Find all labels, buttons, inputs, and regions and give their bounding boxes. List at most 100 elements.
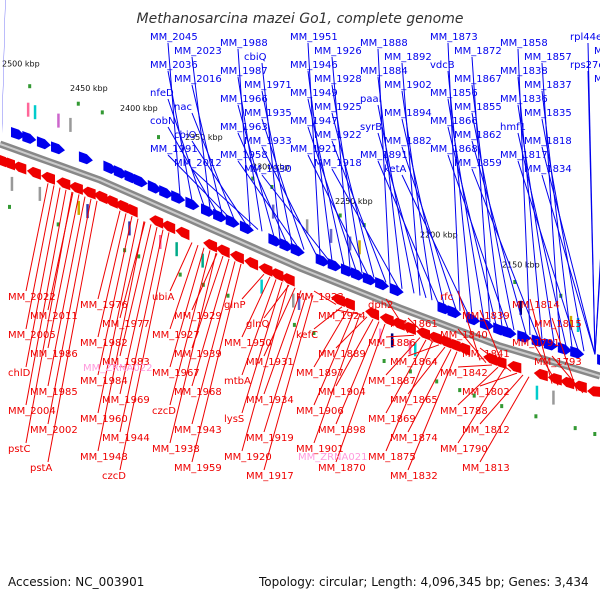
cog-bar [77, 200, 80, 215]
gene-connector-line [479, 374, 524, 425]
forward-gene-arrow [290, 242, 305, 257]
gene-label: MM_1976 [80, 300, 128, 311]
forward-gene-arrow [597, 354, 600, 365]
gc-marker [226, 293, 230, 298]
cog-bar [57, 113, 60, 128]
forward-gene-arrow [213, 208, 228, 223]
reverse-gene-arrow [41, 171, 55, 185]
gene-connector-line [551, 317, 578, 392]
gene-label: MM_1901 [296, 444, 344, 455]
gene-connector-line [385, 337, 421, 376]
gene-label: MM_1855 [454, 102, 502, 113]
gene-label: MM_2011 [30, 311, 78, 322]
gene-connector-line [261, 146, 317, 255]
gene-label: MM_1920 [224, 452, 272, 463]
gene-label: MM_1919 [246, 433, 294, 444]
gene-label: cbiQ [244, 52, 267, 63]
gene-connector-line [119, 224, 152, 357]
gene-label: rps27e [570, 60, 600, 71]
reverse-gene-arrow [203, 239, 218, 253]
gene-connector-line [457, 328, 487, 364]
gene-connector-line [47, 196, 86, 387]
gc-marker [312, 331, 316, 335]
gene-connector-line [335, 323, 386, 463]
reverse-gene-arrow [26, 166, 41, 180]
gene-label: glnP [224, 300, 246, 311]
forward-gene-arrow [327, 258, 342, 272]
gc-marker [292, 322, 296, 327]
forward-gene-arrow [147, 180, 162, 194]
gc-marker [137, 254, 141, 259]
cog-bar [297, 296, 301, 310]
gene-label: MM_1906 [296, 406, 344, 417]
forward-gene-arrow [279, 237, 294, 252]
gc-marker [100, 110, 104, 115]
forward-gene-arrow [375, 277, 390, 291]
gene-connector-line [25, 185, 55, 330]
gene-label: MM_2016 [174, 74, 222, 85]
gene-label: pstC [8, 444, 30, 455]
gene-label: MM_2036 [150, 60, 198, 71]
gene-connector-line [47, 198, 92, 425]
forward-gene-arrow [22, 131, 37, 144]
gene-label: MM_2022 [8, 292, 56, 303]
gc-marker [593, 432, 597, 436]
forward-gene-arrow [517, 330, 532, 343]
gene-label: MM_2004 [8, 406, 56, 417]
forward-gene-arrow [239, 220, 254, 235]
gene-connector-line [191, 261, 236, 425]
gene-connector-line [471, 84, 503, 327]
gene-connector-line [191, 168, 259, 230]
forward-gene-arrow [78, 151, 93, 165]
cog-bar [408, 340, 412, 355]
gene-connector-line [97, 213, 127, 338]
gene-label: MM_1917 [246, 471, 294, 482]
reverse-gene-arrow [533, 368, 548, 382]
gene-connector-line [479, 372, 518, 387]
gene-label: MM_1859 [454, 158, 502, 169]
gene-label: MM_1793 [534, 357, 582, 368]
cog-bar [33, 105, 37, 120]
forward-gene-arrow [502, 325, 517, 339]
gene-label: MM_1857 [524, 52, 572, 63]
gene-label: MM_1842 [440, 368, 488, 379]
gene-label: cobN [150, 116, 175, 127]
gene-connector-line [119, 232, 170, 471]
forward-gene-arrow [570, 346, 585, 359]
gene-connector-line [385, 339, 427, 414]
gene-label: MM_2002 [30, 425, 78, 436]
gene-label: glnQ [246, 319, 269, 330]
forward-gene-arrow [315, 253, 330, 267]
cog-bar [358, 240, 361, 255]
forward-gene-arrow [185, 196, 200, 211]
gene-connector-line [517, 132, 567, 346]
gene-label: MM_1815 [534, 319, 582, 330]
gene-connector-line [97, 215, 133, 376]
gc-marker [408, 369, 412, 374]
gene-label: MM_1951 [290, 32, 338, 43]
forward-gene-arrow [268, 233, 283, 247]
gc-marker [435, 379, 439, 384]
gene-label: MM_1869 [368, 414, 416, 425]
gene-connector-line [313, 308, 349, 368]
reverse-gene-arrow [340, 297, 355, 311]
forward-gene-arrow [447, 305, 462, 319]
gene-connector-line [407, 344, 440, 357]
gene-label: hmf1 [500, 122, 526, 133]
reverse-gene-arrow [587, 386, 600, 397]
gene-label: MM_1788 [440, 406, 488, 417]
gene-connector-line [407, 317, 434, 343]
gene-connector-line [447, 154, 509, 329]
reverse-gene-arrow [379, 313, 394, 327]
gene-label: MM_1921 [290, 144, 338, 155]
gene-connector-line [377, 48, 391, 285]
gene-label: MM_1840 [440, 330, 488, 341]
gene-label: MM_1966 [220, 94, 268, 105]
gene-connector-line [263, 290, 302, 395]
gene-connector-line [457, 290, 481, 361]
gene-label: MM_1870 [318, 463, 366, 474]
gene-label: MM_1943 [174, 425, 222, 436]
forward-gene-arrow [113, 165, 128, 179]
gene-label: MM_1969 [102, 395, 150, 406]
